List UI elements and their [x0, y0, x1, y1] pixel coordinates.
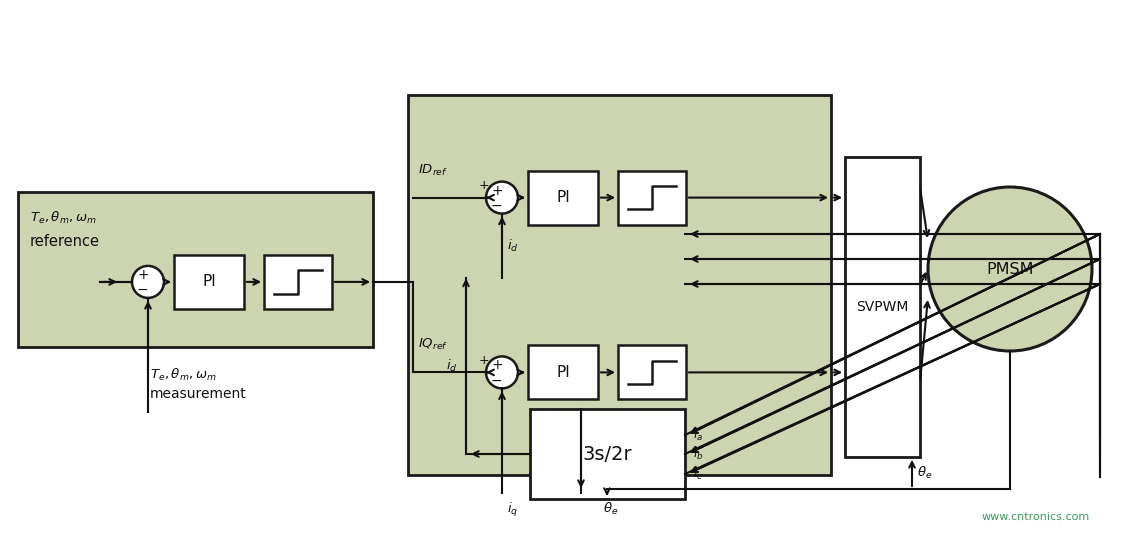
Bar — [18, 192, 373, 347]
Text: PI: PI — [556, 365, 569, 380]
Text: PI: PI — [556, 190, 569, 205]
Text: +: + — [137, 268, 149, 282]
Bar — [530, 409, 685, 499]
Text: −: − — [490, 199, 502, 213]
Bar — [408, 95, 831, 475]
Text: 3s/2r: 3s/2r — [583, 445, 632, 463]
Bar — [528, 345, 597, 400]
Circle shape — [928, 187, 1092, 351]
Text: +: + — [491, 184, 503, 198]
Text: $\theta_e$: $\theta_e$ — [917, 465, 933, 481]
Text: $i_c$: $i_c$ — [693, 466, 703, 482]
Text: PI: PI — [202, 274, 216, 289]
Circle shape — [487, 357, 518, 388]
Text: +: + — [479, 179, 489, 192]
Text: +: + — [479, 354, 489, 367]
Bar — [618, 345, 686, 400]
Text: $i_a$: $i_a$ — [693, 427, 703, 443]
Text: www.cntronics.com: www.cntronics.com — [982, 512, 1090, 522]
Text: measurement: measurement — [150, 387, 247, 401]
Text: $i_q$: $i_q$ — [507, 501, 518, 519]
Circle shape — [132, 266, 164, 298]
Bar — [528, 171, 597, 224]
Text: $\theta_e$: $\theta_e$ — [603, 501, 619, 517]
Text: $i_b$: $i_b$ — [693, 446, 704, 462]
Text: $ID_{ref}$: $ID_{ref}$ — [418, 163, 448, 178]
Bar — [265, 255, 332, 309]
Bar — [845, 157, 920, 457]
Text: $IQ_{ref}$: $IQ_{ref}$ — [418, 337, 448, 352]
Text: $T_e,\theta_m,\omega_m$: $T_e,\theta_m,\omega_m$ — [150, 367, 216, 383]
Text: $i_d$: $i_d$ — [446, 358, 458, 374]
Circle shape — [487, 182, 518, 214]
Text: reference: reference — [30, 234, 100, 249]
Text: $i_d$: $i_d$ — [507, 238, 519, 254]
Text: SVPWM: SVPWM — [856, 300, 909, 314]
Bar — [618, 171, 686, 224]
Text: −: − — [490, 373, 502, 387]
Text: PMSM: PMSM — [986, 262, 1034, 277]
Text: +: + — [491, 358, 503, 372]
Text: $T_e,\theta_m,\omega_m$: $T_e,\theta_m,\omega_m$ — [30, 210, 96, 226]
Text: −: − — [136, 283, 148, 297]
Bar — [174, 255, 244, 309]
